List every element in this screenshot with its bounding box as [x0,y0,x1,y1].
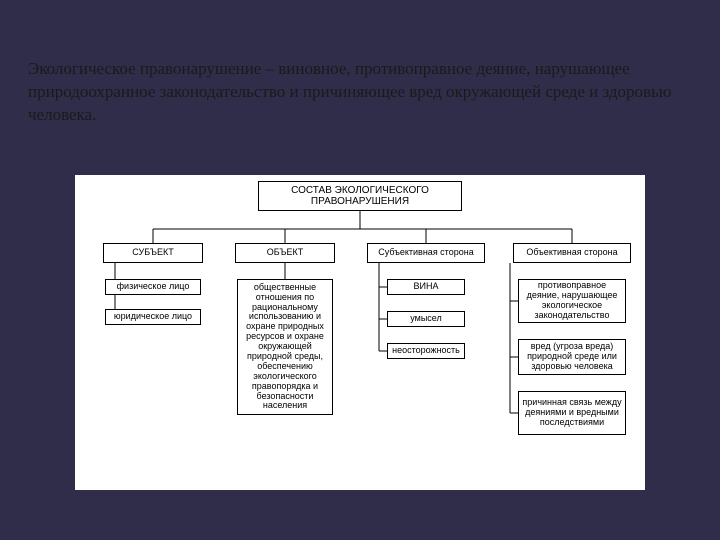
node-root: СОСТАВ ЭКОЛОГИЧЕСКОГО ПРАВОНАРУШЕНИЯ [258,181,462,211]
node-c1a: физическое лицо [105,279,201,295]
node-c4: Объективная сторона [513,243,631,263]
node-c1b: юридическое лицо [105,309,201,325]
node-c3: Субъективная сторона [367,243,485,263]
node-c1: СУБЪЕКТ [103,243,203,263]
diagram-container: СОСТАВ ЭКОЛОГИЧЕСКОГО ПРАВОНАРУШЕНИЯ СУБЪ… [75,175,645,490]
node-c3a: ВИНА [387,279,465,295]
node-c3c: неосторожность [387,343,465,359]
slide-heading: Экологическое правонарушение – виновное,… [28,58,680,127]
node-c4b: вред (угроза вреда) природной среде или … [518,339,626,375]
node-c3b: умысел [387,311,465,327]
diagram-connectors [75,175,645,490]
hierarchy-diagram: СОСТАВ ЭКОЛОГИЧЕСКОГО ПРАВОНАРУШЕНИЯ СУБЪ… [75,175,645,490]
node-c2a: общественные отношения по рациональному … [237,279,333,415]
node-c4a: противоправное деяние, нарушающее эколог… [518,279,626,323]
node-c2: ОБЪЕКТ [235,243,335,263]
node-c4c: причинная связь между деяниями и вредным… [518,391,626,435]
